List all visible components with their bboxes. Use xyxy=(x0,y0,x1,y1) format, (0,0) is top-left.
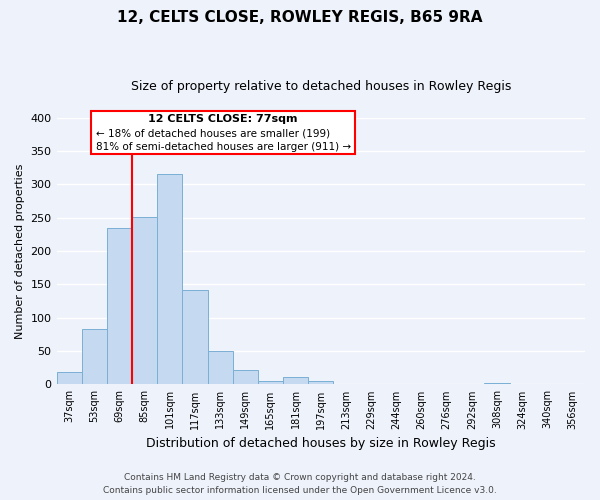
Text: ← 18% of detached houses are smaller (199): ← 18% of detached houses are smaller (19… xyxy=(96,128,331,138)
Text: 12 CELTS CLOSE: 77sqm: 12 CELTS CLOSE: 77sqm xyxy=(148,114,298,124)
Bar xyxy=(283,377,308,384)
Bar xyxy=(56,372,82,384)
Bar xyxy=(258,381,283,384)
Bar xyxy=(484,383,509,384)
Bar xyxy=(82,329,107,384)
Bar xyxy=(308,381,334,384)
Text: 12, CELTS CLOSE, ROWLEY REGIS, B65 9RA: 12, CELTS CLOSE, ROWLEY REGIS, B65 9RA xyxy=(117,10,483,25)
Bar xyxy=(208,351,233,384)
Title: Size of property relative to detached houses in Rowley Regis: Size of property relative to detached ho… xyxy=(131,80,511,93)
Bar xyxy=(233,370,258,384)
Bar xyxy=(132,217,157,384)
Bar xyxy=(182,290,208,384)
X-axis label: Distribution of detached houses by size in Rowley Regis: Distribution of detached houses by size … xyxy=(146,437,496,450)
Bar xyxy=(107,228,132,384)
Text: Contains HM Land Registry data © Crown copyright and database right 2024.
Contai: Contains HM Land Registry data © Crown c… xyxy=(103,474,497,495)
Text: 81% of semi-detached houses are larger (911) →: 81% of semi-detached houses are larger (… xyxy=(96,142,352,152)
Bar xyxy=(157,174,182,384)
FancyBboxPatch shape xyxy=(91,111,355,154)
Y-axis label: Number of detached properties: Number of detached properties xyxy=(15,164,25,339)
